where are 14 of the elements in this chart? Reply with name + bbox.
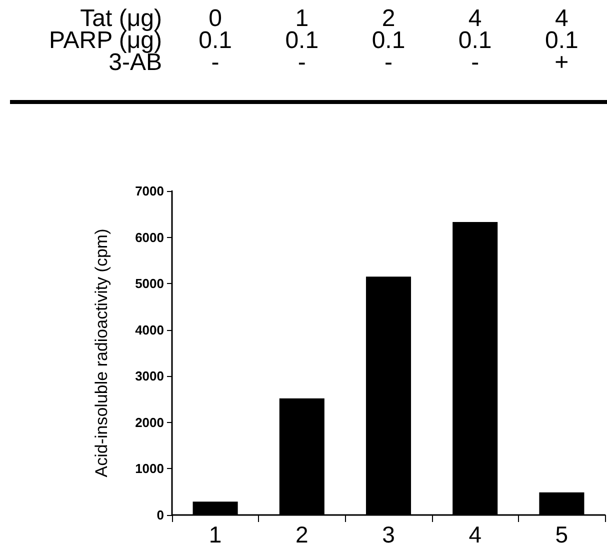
y-axis-title: Acid-insoluble radioactivity (cpm) — [92, 228, 111, 478]
x-tick-label: 4 — [468, 522, 482, 548]
x-tick-label: 3 — [382, 522, 395, 548]
y-tick-label: 2000 — [135, 414, 164, 430]
y-tick-label: 7000 — [135, 184, 164, 198]
x-tick-label: 2 — [296, 522, 308, 548]
y-tick-label: 3000 — [135, 368, 164, 384]
y-tick-label: 6000 — [135, 230, 164, 245]
y-tick-label: 1000 — [135, 461, 164, 476]
y-tick-label: 0 — [156, 508, 164, 522]
x-tick-label: 1 — [208, 522, 222, 548]
y-tick-label: 4000 — [135, 322, 164, 338]
x-tick-label: 5 — [555, 522, 568, 548]
y-tick-label: 5000 — [135, 276, 164, 292]
